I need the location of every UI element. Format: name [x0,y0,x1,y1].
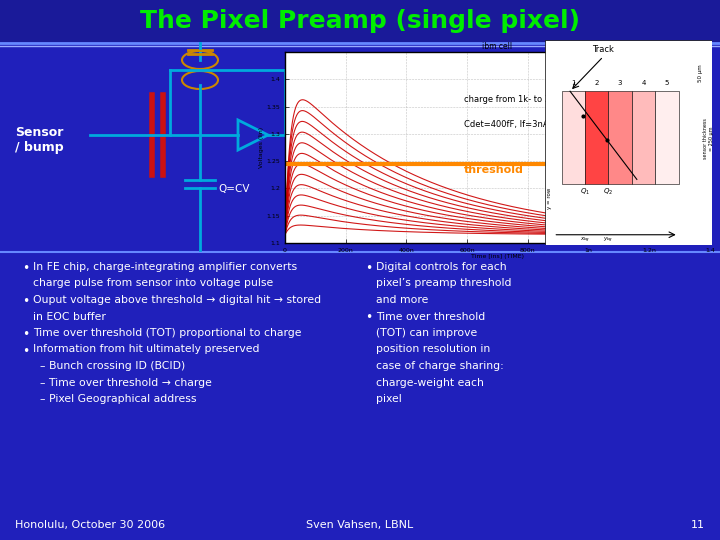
Text: (TOT) can improve: (TOT) can improve [376,328,477,338]
Text: 4: 4 [642,80,646,86]
Text: $Q_1$: $Q_1$ [580,187,590,197]
Text: The Pixel Preamp (single pixel): The Pixel Preamp (single pixel) [140,9,580,33]
Text: $Q_2$: $Q_2$ [603,187,613,197]
Text: •: • [22,328,30,341]
Text: $x_{bg}$: $x_{bg}$ [580,235,590,245]
Text: and more: and more [376,295,428,305]
Text: Sven Vahsen, LBNL: Sven Vahsen, LBNL [307,520,413,530]
Text: sensor thickness
= 250 µm: sensor thickness = 250 µm [703,118,714,159]
Text: •: • [22,295,30,308]
FancyBboxPatch shape [608,91,632,184]
Text: threshold: threshold [464,165,523,176]
Text: $y_{bg}$: $y_{bg}$ [603,235,613,245]
Text: 11: 11 [691,520,705,530]
Text: •: • [22,345,30,357]
Text: Digital controls for each: Digital controls for each [376,262,507,272]
Text: In FE chip, charge-integrating amplifier converts: In FE chip, charge-integrating amplifier… [33,262,297,272]
Text: 3: 3 [618,80,622,86]
Text: •: • [365,262,372,275]
Text: y = row: y = row [546,188,552,209]
Text: pixel: pixel [376,394,402,404]
Text: •: • [22,262,30,275]
Text: Q=CV: Q=CV [218,184,250,194]
Text: Track: Track [593,45,614,55]
X-axis label: Time [ins] (TIME): Time [ins] (TIME) [471,254,524,259]
FancyBboxPatch shape [0,0,720,42]
Y-axis label: Voltages (lin): Voltages (lin) [258,127,264,168]
Text: pixel’s preamp threshold: pixel’s preamp threshold [376,279,511,288]
Text: Time over threshold (TOT) proportional to charge: Time over threshold (TOT) proportional t… [33,328,302,338]
Text: Sensor
/ bump: Sensor / bump [15,126,63,154]
Text: Cdet=400fF, If=3nA: Cdet=400fF, If=3nA [464,120,548,129]
Text: charge pulse from sensor into voltage pulse: charge pulse from sensor into voltage pu… [33,279,274,288]
Text: charge-weight each: charge-weight each [376,377,484,388]
Title: ibm cell: ibm cell [482,42,513,51]
Text: position resolution in: position resolution in [376,345,490,354]
FancyBboxPatch shape [545,40,712,245]
Text: Ouput voltage above threshold → digital hit → stored: Ouput voltage above threshold → digital … [33,295,321,305]
Text: Time over threshold: Time over threshold [376,312,485,321]
FancyBboxPatch shape [632,91,655,184]
Text: charge from 1k- to 31ke-: charge from 1k- to 31ke- [464,95,568,104]
Text: Information from hit ultimately preserved: Information from hit ultimately preserve… [33,345,259,354]
Text: – Time over threshold → charge: – Time over threshold → charge [33,377,212,388]
Text: case of charge sharing:: case of charge sharing: [376,361,504,371]
Text: 50 µm: 50 µm [698,64,703,82]
Text: •: • [365,312,372,325]
FancyBboxPatch shape [655,91,679,184]
Text: – Pixel Geographical address: – Pixel Geographical address [33,394,197,404]
Text: Honolulu, October 30 2006: Honolulu, October 30 2006 [15,520,165,530]
FancyBboxPatch shape [585,91,608,184]
Text: 2: 2 [595,80,599,86]
FancyBboxPatch shape [562,91,585,184]
Text: 5: 5 [665,80,669,86]
Text: 1: 1 [571,80,576,86]
Text: – Bunch crossing ID (BCID): – Bunch crossing ID (BCID) [33,361,185,371]
Text: in EOC buffer: in EOC buffer [33,312,106,321]
